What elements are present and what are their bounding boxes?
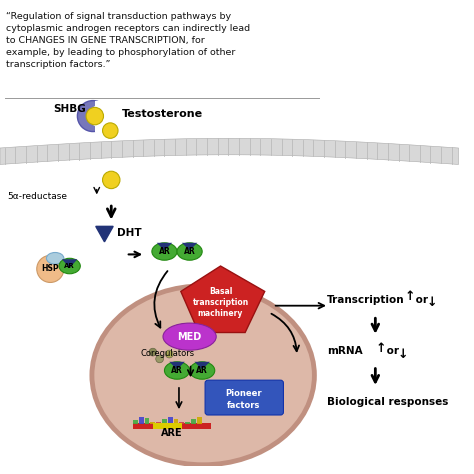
Polygon shape <box>169 362 185 370</box>
Text: MED: MED <box>177 332 202 342</box>
Bar <box>162 419 167 424</box>
Bar <box>168 417 173 424</box>
Polygon shape <box>157 243 172 251</box>
Text: AR: AR <box>184 247 195 256</box>
Circle shape <box>37 255 64 283</box>
Text: Transcription: Transcription <box>327 295 405 305</box>
Circle shape <box>156 355 164 363</box>
Ellipse shape <box>163 323 216 350</box>
Text: Basal
transcription
machinery: Basal transcription machinery <box>192 287 249 319</box>
Ellipse shape <box>92 286 314 465</box>
Circle shape <box>86 108 103 125</box>
Bar <box>145 418 149 424</box>
Text: ↓: ↓ <box>398 347 408 361</box>
Bar <box>134 423 211 428</box>
Text: ↑: ↑ <box>375 342 386 355</box>
Polygon shape <box>95 100 110 132</box>
Polygon shape <box>96 227 113 242</box>
Text: or: or <box>383 346 403 356</box>
Ellipse shape <box>164 362 190 379</box>
Bar <box>185 422 190 424</box>
Polygon shape <box>0 138 458 164</box>
Text: AR: AR <box>171 366 183 375</box>
Text: AR: AR <box>64 263 75 269</box>
Text: Coregulators: Coregulators <box>140 348 194 357</box>
FancyBboxPatch shape <box>205 380 283 415</box>
Ellipse shape <box>152 243 177 260</box>
Text: 5α-reductase: 5α-reductase <box>8 192 68 201</box>
Text: ARE: ARE <box>161 428 183 438</box>
Bar <box>173 419 179 424</box>
Bar <box>139 417 144 424</box>
Polygon shape <box>181 266 264 333</box>
Text: Pioneer
factors: Pioneer factors <box>226 390 262 410</box>
Bar <box>156 422 161 424</box>
Text: ↓: ↓ <box>427 296 437 309</box>
Text: mRNA: mRNA <box>327 346 363 356</box>
Text: “Regulation of signal transduction pathways by
cytoplasmic androgen receptors ca: “Regulation of signal transduction pathw… <box>6 11 250 69</box>
Polygon shape <box>182 243 197 251</box>
Circle shape <box>165 350 173 358</box>
Ellipse shape <box>177 243 202 260</box>
Bar <box>180 422 184 424</box>
Circle shape <box>89 104 112 128</box>
Bar <box>191 419 196 424</box>
Bar <box>133 419 138 424</box>
Ellipse shape <box>46 253 64 264</box>
Circle shape <box>102 123 118 138</box>
Text: AR: AR <box>159 247 170 256</box>
Bar <box>153 423 182 428</box>
Polygon shape <box>194 362 210 370</box>
Circle shape <box>149 348 157 356</box>
Circle shape <box>102 171 120 189</box>
Bar <box>150 421 155 424</box>
Text: Testosterone: Testosterone <box>122 109 203 119</box>
Circle shape <box>77 100 109 132</box>
Ellipse shape <box>190 362 215 379</box>
Text: Biological responses: Biological responses <box>327 397 448 408</box>
Text: DHT: DHT <box>117 228 142 238</box>
Ellipse shape <box>59 258 80 274</box>
Text: HSP: HSP <box>42 264 59 273</box>
Polygon shape <box>62 259 77 268</box>
Text: or: or <box>412 295 432 305</box>
Text: AR: AR <box>196 366 208 375</box>
Text: SHBG: SHBG <box>53 104 86 115</box>
Text: ↑: ↑ <box>404 291 415 303</box>
Bar <box>197 417 202 424</box>
